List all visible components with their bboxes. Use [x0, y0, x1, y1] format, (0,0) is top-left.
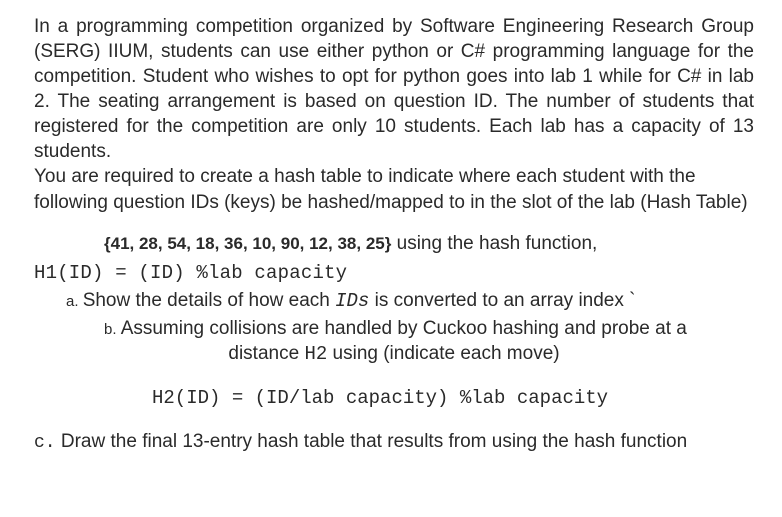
subitem-b-cont: distance H2 using (indicate each move)	[34, 341, 754, 367]
item-b-cont-post: using (indicate each move)	[327, 343, 559, 364]
item-a-pre: Show the details of how each	[83, 290, 335, 311]
h1-formula-line: H1(ID) = (ID) %lab capacity	[34, 260, 754, 286]
marker-b: b.	[104, 321, 121, 338]
question-page: In a programming competition organized b…	[0, 0, 782, 517]
keys-line: {41, 28, 54, 18, 36, 10, 90, 12, 38, 25}…	[34, 231, 754, 256]
subitem-c: c. Draw the final 13-entry hash table th…	[34, 429, 754, 456]
h1-formula: H1(ID) = (ID) %lab capacity	[34, 262, 347, 284]
item-b-h2: H2	[304, 343, 327, 365]
marker-c: c.	[34, 433, 56, 453]
item-a-ids: IDs	[335, 290, 369, 312]
item-b-cont-pre: distance	[228, 343, 304, 364]
subitem-b: b. Assuming collisions are handled by Cu…	[34, 316, 754, 341]
key-set: {41, 28, 54, 18, 36, 10, 90, 12, 38, 25}	[104, 234, 391, 253]
item-b-text: Assuming collisions are handled by Cucko…	[121, 318, 687, 339]
subitem-a: a. Show the details of how each IDs is c…	[34, 288, 754, 314]
keys-suffix: using the hash function,	[391, 233, 597, 254]
item-a-post: is converted to an array index `	[369, 290, 635, 311]
paragraph-context: In a programming competition organized b…	[34, 14, 754, 164]
h2-formula: H2(ID) = (ID/lab capacity) %lab capacity	[152, 387, 608, 409]
h2-formula-line: H2(ID) = (ID/lab capacity) %lab capacity	[34, 385, 754, 411]
marker-a: a.	[66, 293, 83, 310]
paragraph-task: You are required to create a hash table …	[34, 164, 754, 214]
item-c-text: Draw the final 13-entry hash table that …	[56, 431, 688, 452]
